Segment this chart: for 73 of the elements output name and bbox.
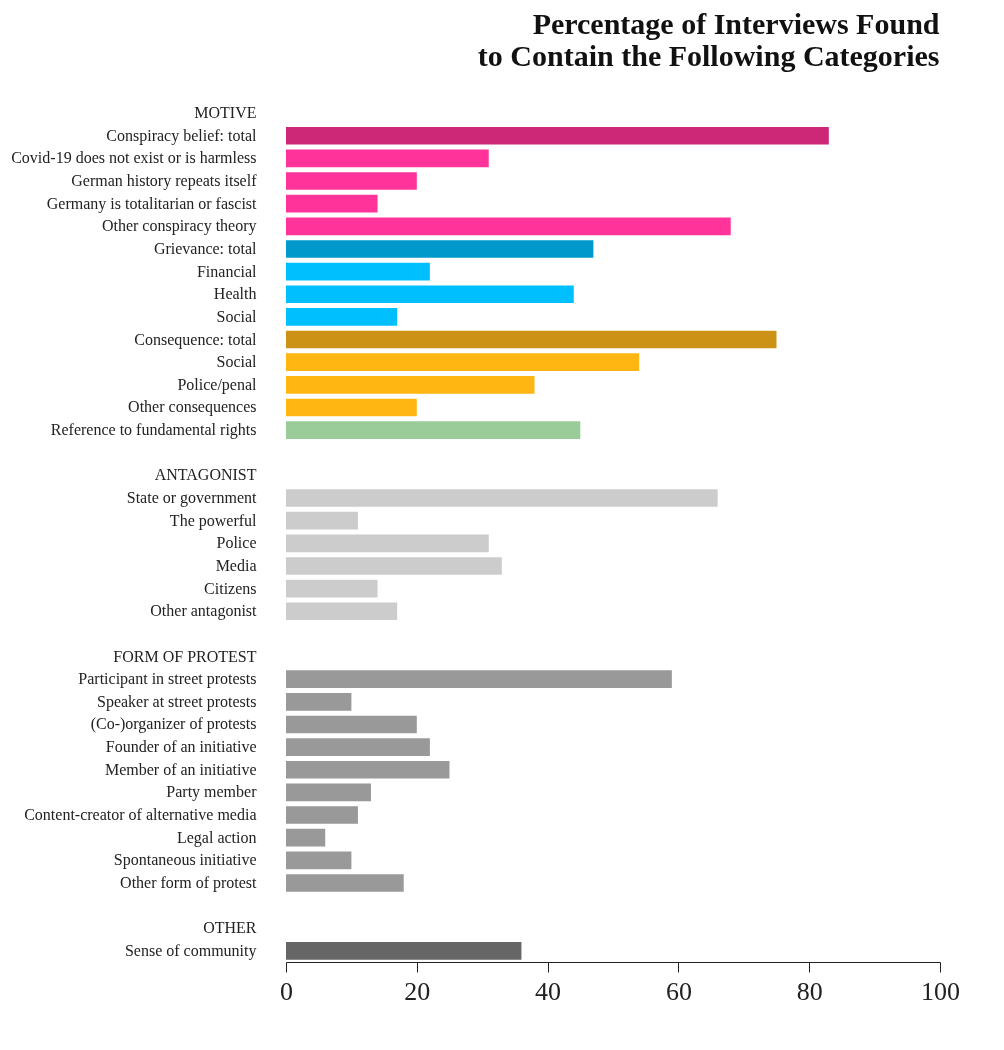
y-tick-label: Police/penal	[177, 375, 258, 394]
y-tick-label: Other conspiracy theory	[101, 217, 257, 236]
y-tick-label: Content-creator of alternative media	[24, 806, 257, 824]
bar	[286, 421, 581, 439]
bar	[286, 693, 352, 711]
y-tick-label: Health	[213, 285, 257, 303]
y-tick-label: Financial	[196, 262, 258, 280]
y-tick-label: Germany is totalitarian or fascist	[46, 194, 258, 213]
bar	[286, 806, 358, 824]
x-tick-label: 20	[404, 976, 431, 1006]
bar	[286, 738, 430, 756]
y-tick-label: German history repeats itself	[71, 172, 258, 191]
y-tick-label: Consequence: total	[134, 330, 258, 349]
y-tick-label: MOTIVE	[194, 104, 257, 122]
chart-title: Percentage of Interviews Found to Contain the Following Categories	[477, 7, 940, 72]
y-tick-label: Party member	[166, 783, 258, 802]
y-tick-label: The powerful	[169, 511, 258, 530]
bar	[286, 330, 777, 349]
bar	[286, 262, 430, 281]
bar	[286, 489, 718, 507]
y-tick-label: Citizens	[204, 579, 257, 597]
bar	[286, 375, 535, 394]
bar	[286, 942, 522, 960]
y-tick-label: Spontaneous initiative	[113, 851, 257, 870]
y-tick-label: Participant in street protests	[78, 670, 257, 689]
x-tick-label: 0	[280, 976, 293, 1006]
bar	[286, 285, 574, 304]
y-tick-label: Other consequences	[128, 398, 257, 417]
bar	[286, 308, 398, 326]
bar	[286, 172, 417, 190]
bar	[286, 557, 502, 575]
y-tick-label: Other form of protest	[120, 873, 258, 892]
bar	[286, 353, 640, 371]
bar	[286, 602, 398, 621]
y-tick-label: Social	[216, 353, 258, 371]
y-tick-label: Police	[216, 534, 257, 552]
bar	[286, 760, 450, 779]
x-tick-label: 100	[921, 976, 960, 1006]
bar	[286, 149, 489, 168]
bar	[286, 534, 489, 553]
y-tick-label: Member of an initiative	[104, 760, 257, 778]
x-tick-label: 60	[665, 976, 692, 1006]
bar	[286, 126, 829, 145]
y-tick-label: ANTAGONIST	[154, 466, 257, 484]
bar	[286, 579, 378, 598]
bar	[286, 194, 378, 213]
bar	[286, 874, 404, 892]
y-tick-label: Reference to fundamental rights	[50, 421, 257, 440]
x-tick-label: 80	[796, 976, 823, 1006]
y-tick-label: Speaker at street protests	[97, 692, 257, 711]
y-tick-label: Conspiracy belief: total	[106, 126, 258, 145]
bar	[286, 511, 358, 530]
bar	[286, 851, 352, 870]
y-tick-label: Covid-19 does not exist or is harmless	[11, 149, 257, 167]
y-tick-label: FORM OF PROTEST	[113, 647, 257, 665]
y-tick-label: Social	[216, 307, 258, 325]
y-tick-label: OTHER	[203, 919, 257, 937]
bar	[286, 217, 731, 236]
y-tick-label: Founder of an initiative	[105, 738, 257, 756]
bar	[286, 828, 326, 847]
bar	[286, 398, 417, 417]
bar	[286, 783, 372, 802]
y-tick-label: Legal action	[176, 828, 257, 847]
bar	[286, 670, 672, 689]
bar	[286, 715, 417, 734]
y-tick-label: Other antagonist	[150, 602, 258, 621]
y-tick-label: State or government	[126, 489, 258, 508]
y-tick-label: Sense of community	[124, 941, 257, 960]
y-tick-label: Grievance: total	[153, 239, 258, 257]
y-tick-label: Media	[215, 556, 257, 574]
y-tick-label: (Co-)organizer of protests	[90, 715, 257, 734]
x-tick-label: 40	[535, 976, 562, 1006]
bar	[286, 240, 594, 258]
